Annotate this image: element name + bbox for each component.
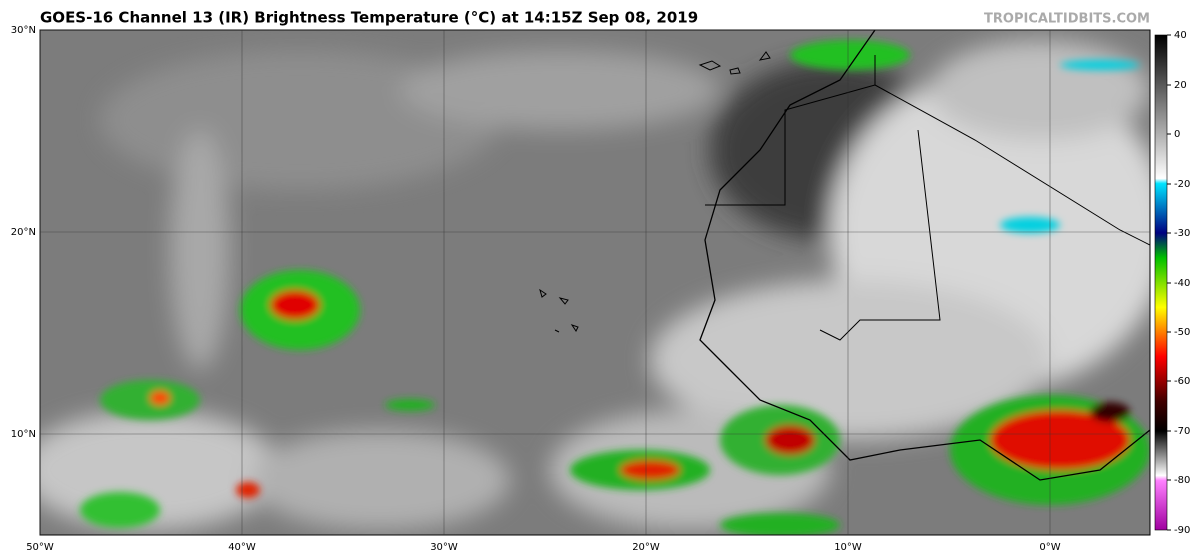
lon-label: 50°W: [26, 542, 54, 553]
lat-label: 20°N: [11, 227, 36, 238]
colorbar-label: -70: [1174, 426, 1190, 437]
lon-label: 10°W: [834, 542, 862, 553]
lon-label: 20°W: [632, 542, 660, 553]
colorbar-label: -60: [1174, 376, 1190, 387]
colorbar-label: 20: [1174, 80, 1187, 91]
lat-label: 10°N: [11, 429, 36, 440]
colorbar-label: -40: [1174, 278, 1190, 289]
satellite-image: [40, 30, 1150, 535]
colorbar-label: -50: [1174, 327, 1190, 338]
title: GOES-16 Channel 13 (IR) Brightness Tempe…: [40, 9, 698, 27]
colorbar-label: 0: [1174, 129, 1180, 140]
lat-label: 30°N: [11, 25, 36, 36]
colorbar-label: -80: [1174, 475, 1190, 486]
lon-label: 0°W: [1039, 542, 1060, 553]
colorbar-label: -90: [1174, 525, 1190, 536]
colorbar-label: 40: [1174, 30, 1187, 41]
colorbar: [1154, 34, 1168, 531]
colorbar-label: -30: [1174, 228, 1190, 239]
lon-label: 30°W: [430, 542, 458, 553]
credit: TROPICALTIDBITS.COM: [984, 12, 1150, 27]
colorbar-label: -20: [1174, 179, 1190, 190]
lon-label: 40°W: [228, 542, 256, 553]
